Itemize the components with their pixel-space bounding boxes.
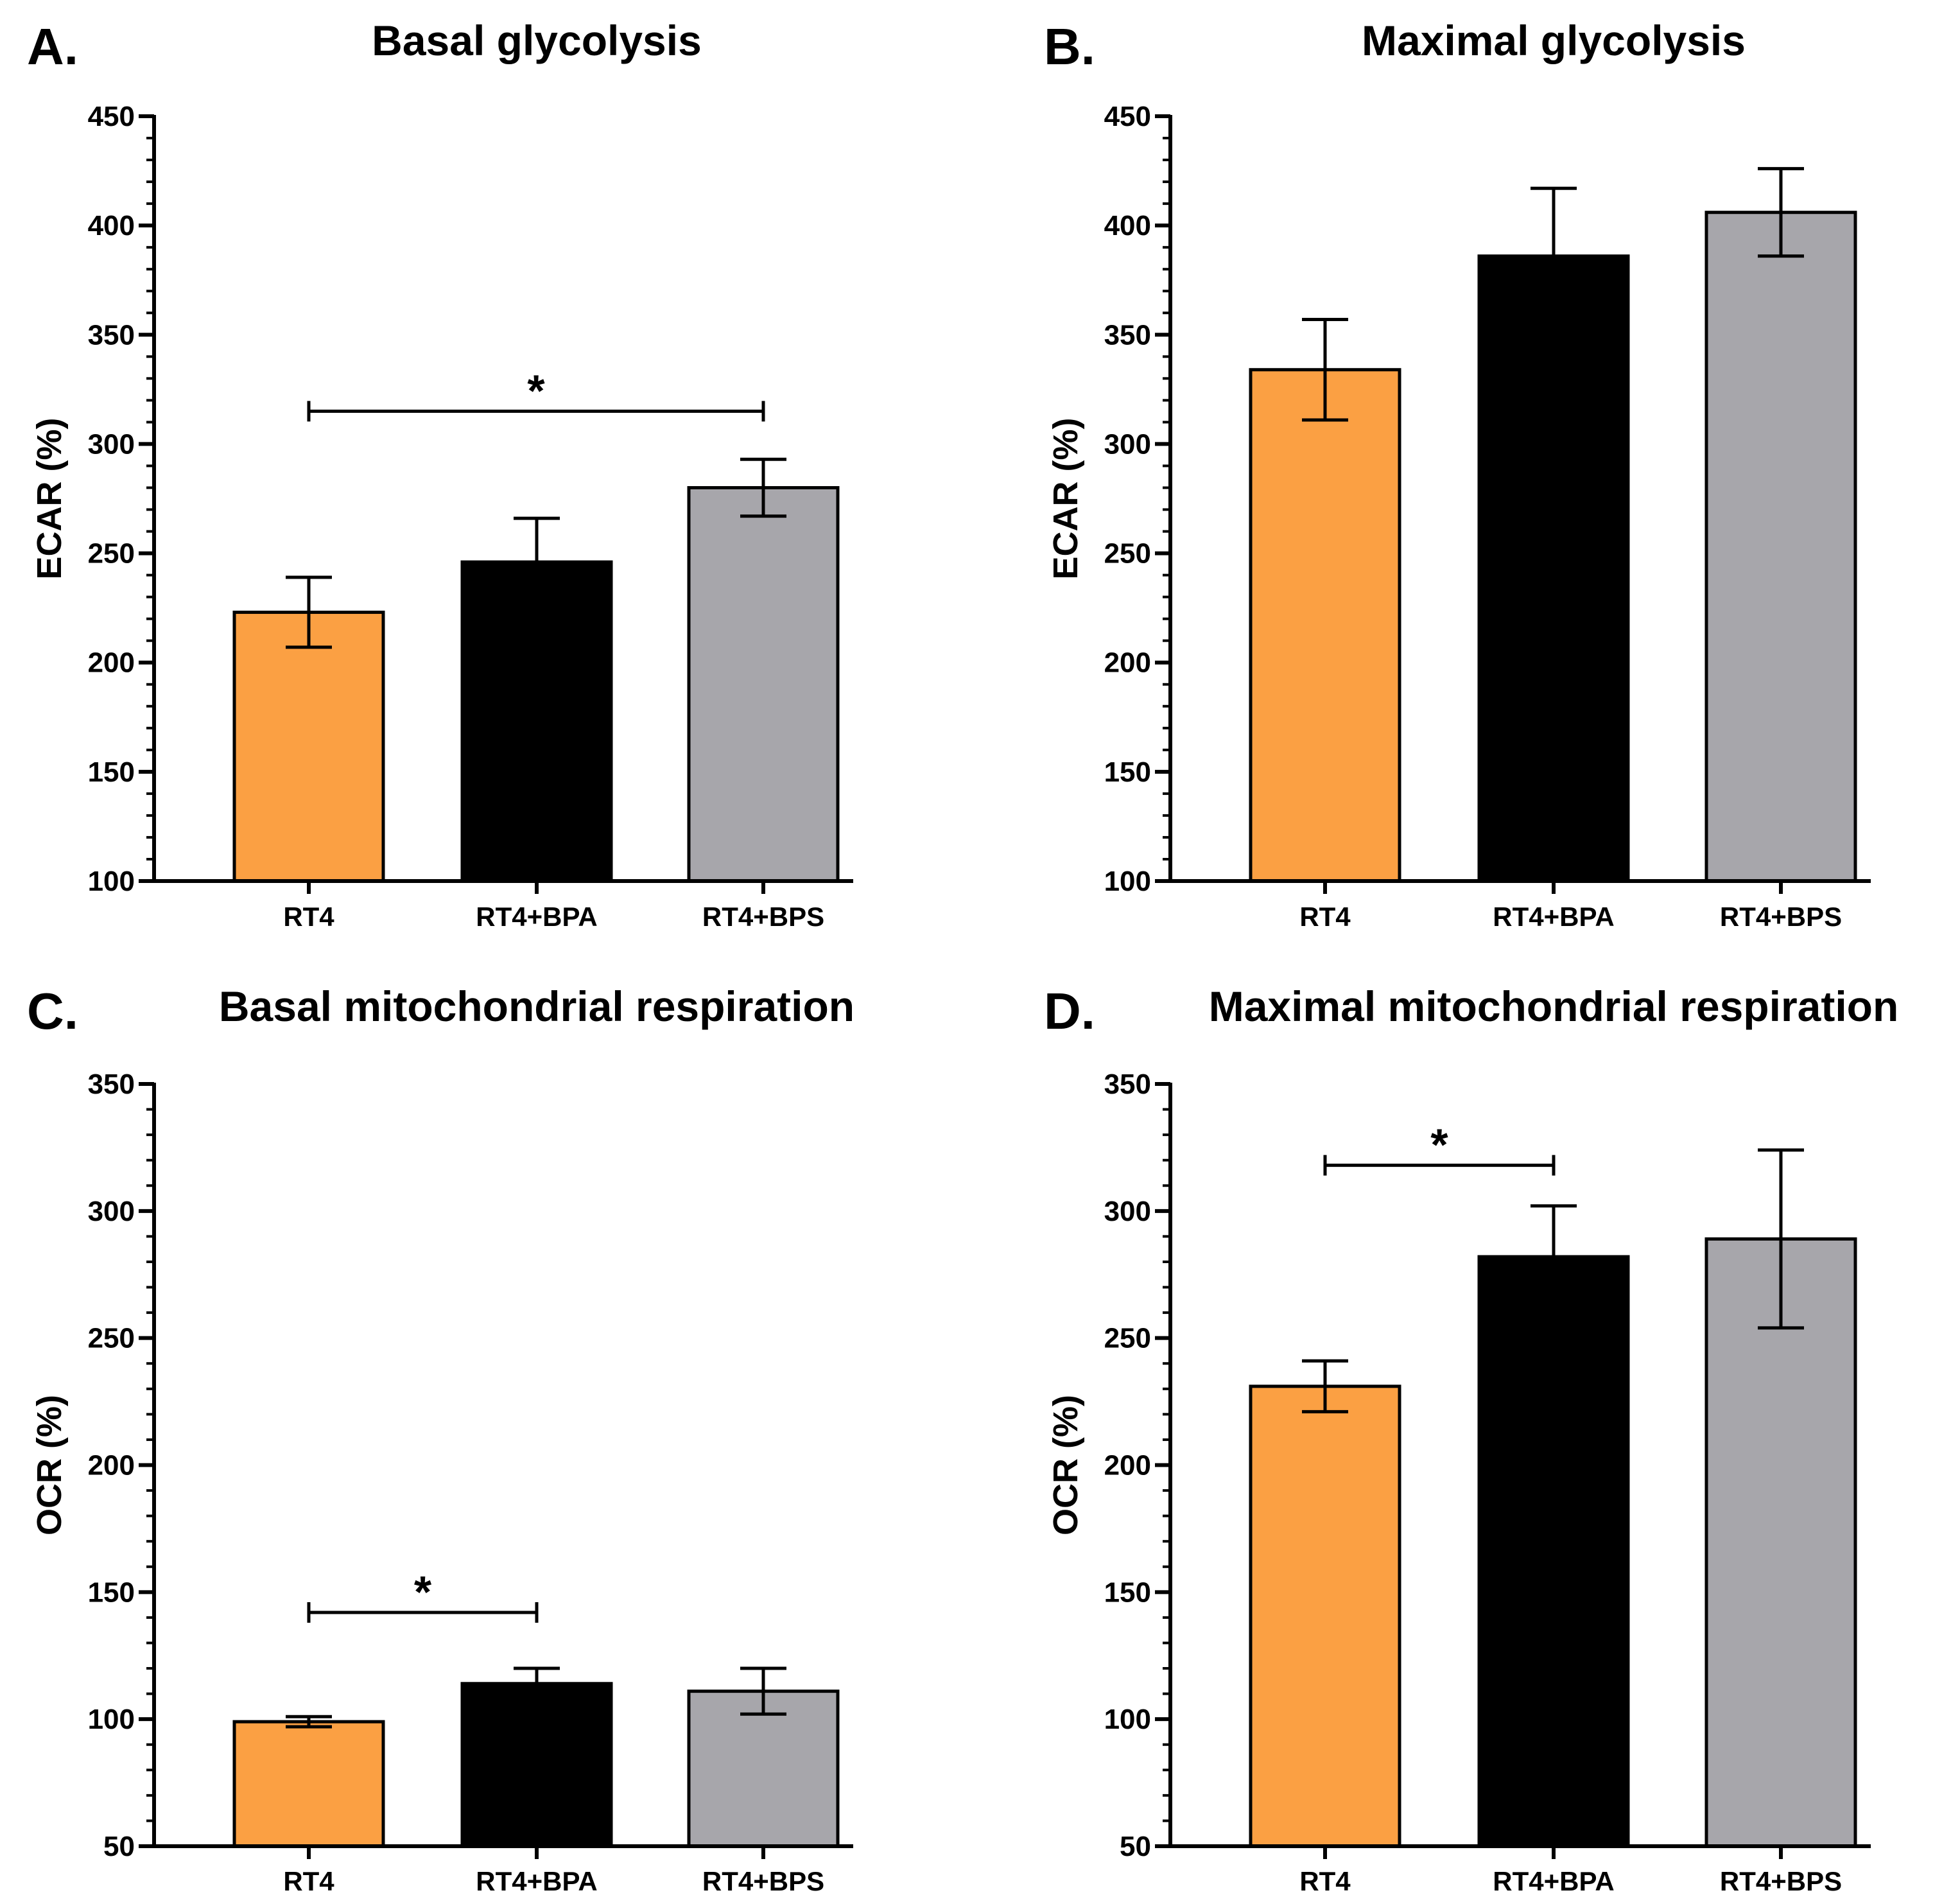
y-tick-label: 350 bbox=[88, 1069, 135, 1100]
error-bar bbox=[1531, 1204, 1577, 1257]
error-bar bbox=[740, 457, 786, 518]
y-tick-label: 250 bbox=[88, 538, 135, 570]
error-bar bbox=[740, 1666, 786, 1716]
y-tick-label: 200 bbox=[1104, 647, 1151, 679]
significance-bracket: * bbox=[307, 365, 765, 422]
x-tick-label: RT4+BPA bbox=[476, 1866, 597, 1896]
y-tick-label: 100 bbox=[1104, 866, 1151, 897]
x-tick-label: RT4+BPS bbox=[1720, 1866, 1842, 1896]
y-tick-label: 400 bbox=[1104, 210, 1151, 241]
x-tick-label: RT4+BPS bbox=[702, 1866, 824, 1896]
significance-star: * bbox=[1430, 1120, 1448, 1170]
y-tick-label: 150 bbox=[88, 1576, 135, 1608]
chart-title: Maximal mitochondrial respiration bbox=[1209, 983, 1899, 1030]
y-tick-label: 450 bbox=[1104, 101, 1151, 132]
y-tick-label: 250 bbox=[1104, 1323, 1151, 1354]
y-tick-label: 250 bbox=[1104, 538, 1151, 570]
x-tick-label: RT4+BPS bbox=[702, 902, 824, 932]
bar-rt4-bps bbox=[687, 485, 840, 883]
error-bar bbox=[286, 575, 332, 649]
panel-letter: C. bbox=[27, 983, 78, 1040]
panel-letter: D. bbox=[1044, 983, 1095, 1040]
panel-letter: B. bbox=[1044, 18, 1095, 75]
bar-rt4-bps bbox=[1704, 1237, 1857, 1848]
x-tick-label: RT4 bbox=[283, 1866, 334, 1896]
x-tick-label: RT4+BPA bbox=[1493, 1866, 1614, 1896]
y-tick-label: 450 bbox=[88, 101, 135, 132]
bar-rt4-bps bbox=[687, 1690, 840, 1848]
y-axis-label: OCR (%) bbox=[30, 1395, 69, 1535]
y-tick-label: 350 bbox=[1104, 319, 1151, 351]
y-tick-label: 150 bbox=[88, 756, 135, 788]
chart-title: Maximal glycolysis bbox=[1362, 17, 1746, 64]
y-tick-label: 150 bbox=[1104, 756, 1151, 788]
error-bar bbox=[514, 516, 560, 563]
significance-bracket: * bbox=[307, 1567, 539, 1623]
y-tick-label: 200 bbox=[88, 1450, 135, 1481]
bar-rt4-bpa bbox=[1477, 1255, 1630, 1848]
x-tick-label: RT4 bbox=[1299, 1866, 1351, 1896]
y-tick-label: 200 bbox=[1104, 1450, 1151, 1481]
y-tick-label: 100 bbox=[88, 1704, 135, 1735]
bar-rt4 bbox=[1249, 368, 1401, 883]
bar-rt4-bps bbox=[1704, 211, 1857, 883]
bar-rt4 bbox=[232, 1720, 385, 1848]
x-tick-label: RT4+BPS bbox=[1720, 902, 1842, 932]
x-tick-label: RT4+BPA bbox=[476, 902, 597, 932]
bar-rt4-bpa bbox=[1477, 254, 1630, 883]
error-bar bbox=[1531, 186, 1577, 256]
chart-title: Basal glycolysis bbox=[372, 17, 702, 64]
x-tick-label: RT4+BPA bbox=[1493, 902, 1614, 932]
bar-rt4-bpa bbox=[460, 1682, 613, 1848]
y-tick-label: 150 bbox=[1104, 1576, 1151, 1608]
y-tick-label: 300 bbox=[1104, 428, 1151, 460]
y-tick-label: 300 bbox=[1104, 1196, 1151, 1227]
x-tick-label: RT4 bbox=[283, 902, 334, 932]
y-axis-label: OCR (%) bbox=[1046, 1395, 1085, 1535]
y-tick-label: 100 bbox=[88, 866, 135, 897]
error-bar bbox=[1302, 1359, 1348, 1413]
chart-title: Basal mitochondrial respiration bbox=[219, 983, 854, 1030]
y-tick-label: 250 bbox=[88, 1323, 135, 1354]
chart-panel-c: C. Basal mitochondrial respiration OCR (%)… bbox=[27, 983, 854, 1896]
chart-panel-b: B. Maximal glycolysis ECAR (%) 100 150 200 250… bbox=[1044, 17, 1871, 932]
significance-star: * bbox=[414, 1567, 432, 1617]
significance-bracket: * bbox=[1323, 1120, 1556, 1176]
error-bar bbox=[286, 1715, 332, 1729]
y-axis-label: ECAR (%) bbox=[1046, 418, 1085, 580]
bar-rt4-bpa bbox=[460, 560, 613, 883]
y-tick-label: 50 bbox=[1120, 1831, 1151, 1862]
chart-panel-d: D. Maximal mitochondrial respiration OCR (… bbox=[1044, 983, 1898, 1896]
error-bar bbox=[514, 1666, 560, 1684]
x-tick-label: RT4 bbox=[1299, 902, 1351, 932]
panel-letter: A. bbox=[27, 18, 78, 75]
error-bar bbox=[1302, 317, 1348, 422]
y-tick-label: 50 bbox=[103, 1831, 135, 1862]
y-tick-label: 400 bbox=[88, 210, 135, 241]
chart-panel-a: A. Basal glycolysis ECAR (%) 100 150 200 250 30… bbox=[27, 17, 853, 932]
significance-star: * bbox=[527, 365, 545, 415]
y-tick-label: 100 bbox=[1104, 1704, 1151, 1735]
bar-rt4 bbox=[1249, 1384, 1401, 1848]
y-tick-label: 300 bbox=[88, 1196, 135, 1227]
y-tick-label: 300 bbox=[88, 428, 135, 460]
y-tick-label: 200 bbox=[88, 647, 135, 679]
error-bar bbox=[1758, 1148, 1804, 1330]
error-bar bbox=[1758, 167, 1804, 258]
y-tick-label: 350 bbox=[88, 319, 135, 351]
bar-rt4 bbox=[232, 610, 385, 883]
y-tick-label: 350 bbox=[1104, 1069, 1151, 1100]
y-axis-label: ECAR (%) bbox=[30, 418, 69, 580]
